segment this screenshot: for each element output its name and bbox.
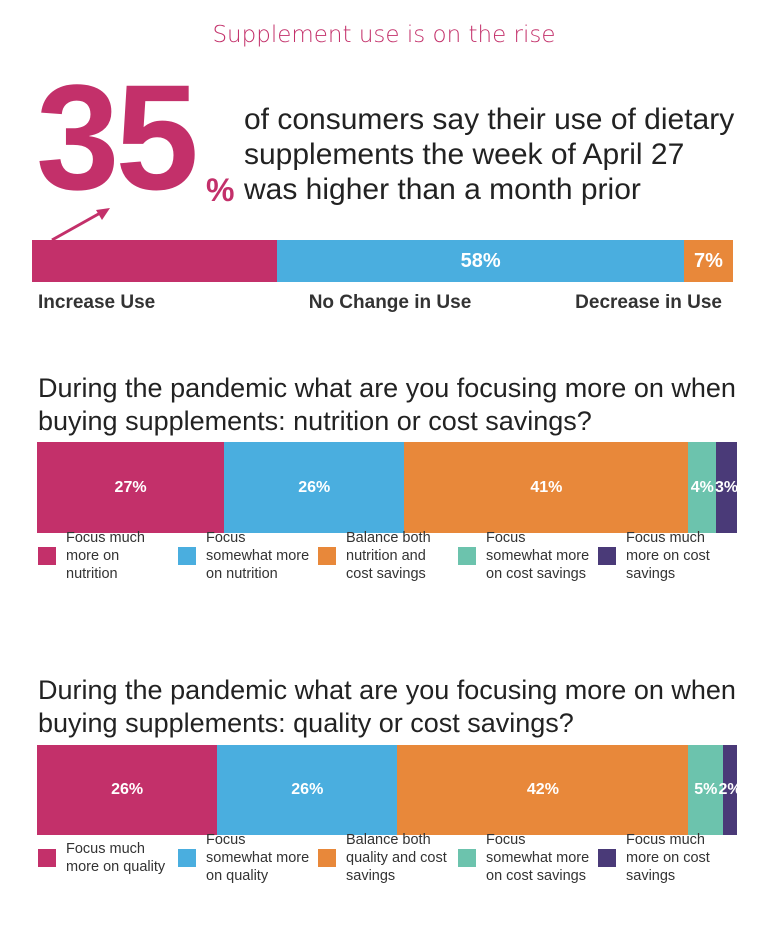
bar-segment: 26% <box>224 442 405 533</box>
legend-label: Balance both nutrition and cost savings <box>346 530 431 582</box>
legend-swatch <box>178 547 196 565</box>
value-label: 26% <box>291 781 324 798</box>
legend-swatch <box>318 849 336 867</box>
legend-swatch <box>318 547 336 565</box>
legend-label: Focus somewhat more on cost savings <box>486 530 590 582</box>
legend-item: Balance both nutrition and cost savings <box>318 529 458 583</box>
legend-item: Focus much more on cost savings <box>598 831 738 885</box>
legend-item: Focus much more on quality <box>38 840 178 876</box>
bar-segment: 7% <box>683 240 733 282</box>
legend-item: Focus somewhat more on nutrition <box>178 529 318 583</box>
legend-item: Focus much more on nutrition <box>38 529 178 583</box>
value-label: 42% <box>526 781 559 798</box>
chart-title: During the pandemic what are you focusin… <box>38 373 736 436</box>
legend-label: Focus much more on cost savings <box>626 530 710 582</box>
arrow <box>51 208 110 242</box>
value-label: 2% <box>718 781 742 798</box>
legend-label: Decrease in Use <box>575 292 722 313</box>
value-label: 26% <box>111 781 144 798</box>
highlight-text: of consumers say their use of dietary su… <box>244 103 735 206</box>
bar-segment: 42% <box>397 745 689 835</box>
value-label: 3% <box>715 478 739 496</box>
legend-swatch <box>458 849 476 867</box>
legend-swatch <box>178 849 196 867</box>
legend-item: Focus somewhat more on cost savings <box>458 831 598 885</box>
legend-item: Focus much more on cost savings <box>598 529 738 583</box>
bar-segment <box>32 240 278 282</box>
bar-segment: 2% <box>719 745 742 835</box>
chart-title: During the pandemic what are you focusin… <box>38 675 736 738</box>
legend-item: Focus somewhat more on cost savings <box>458 529 598 583</box>
legend-item: Balance both quality and cost savings <box>318 831 458 885</box>
bar-segment: 27% <box>37 442 225 533</box>
legend-label: Increase Use <box>38 292 156 313</box>
value-label: 41% <box>530 478 563 496</box>
legend-swatch <box>458 547 476 565</box>
bar-segment: 3% <box>715 442 739 533</box>
legend-label: Focus much more on quality <box>66 841 166 875</box>
bar-segment: 5% <box>688 745 724 835</box>
value-label: 7% <box>694 249 723 272</box>
legend-label: Focus somewhat more on cost savings <box>486 832 590 884</box>
highlight-number: 35 <box>36 53 199 221</box>
bar-segment: 58% <box>277 240 684 282</box>
value-label: 5% <box>694 781 718 798</box>
value-label: 58% <box>460 249 501 272</box>
legend-label: Focus much more on nutrition <box>66 530 145 582</box>
legend-swatch <box>598 849 616 867</box>
legend-label: Balance both quality and cost savings <box>346 832 447 884</box>
legend-swatch <box>38 849 56 867</box>
legend-label: Focus much more on cost savings <box>626 832 710 884</box>
value-label: 26% <box>298 478 331 496</box>
legend-swatch <box>598 547 616 565</box>
legend-label: Focus somewhat more on nutrition <box>206 530 310 582</box>
legend-item: Focus somewhat more on quality <box>178 831 318 885</box>
value-label: 27% <box>114 478 147 496</box>
value-label: 4% <box>690 478 714 496</box>
bar-segment: 26% <box>217 745 398 835</box>
bar-segment: 4% <box>688 442 717 533</box>
legend-swatch <box>38 547 56 565</box>
page-title: Supplement use is on the rise <box>212 22 556 48</box>
bar-segment: 41% <box>404 442 689 533</box>
bar-segment: 26% <box>37 745 218 835</box>
legend-label: No Change in Use <box>308 292 472 313</box>
highlight-unit: % <box>206 172 235 208</box>
legend-label: Focus somewhat more on quality <box>206 832 310 884</box>
